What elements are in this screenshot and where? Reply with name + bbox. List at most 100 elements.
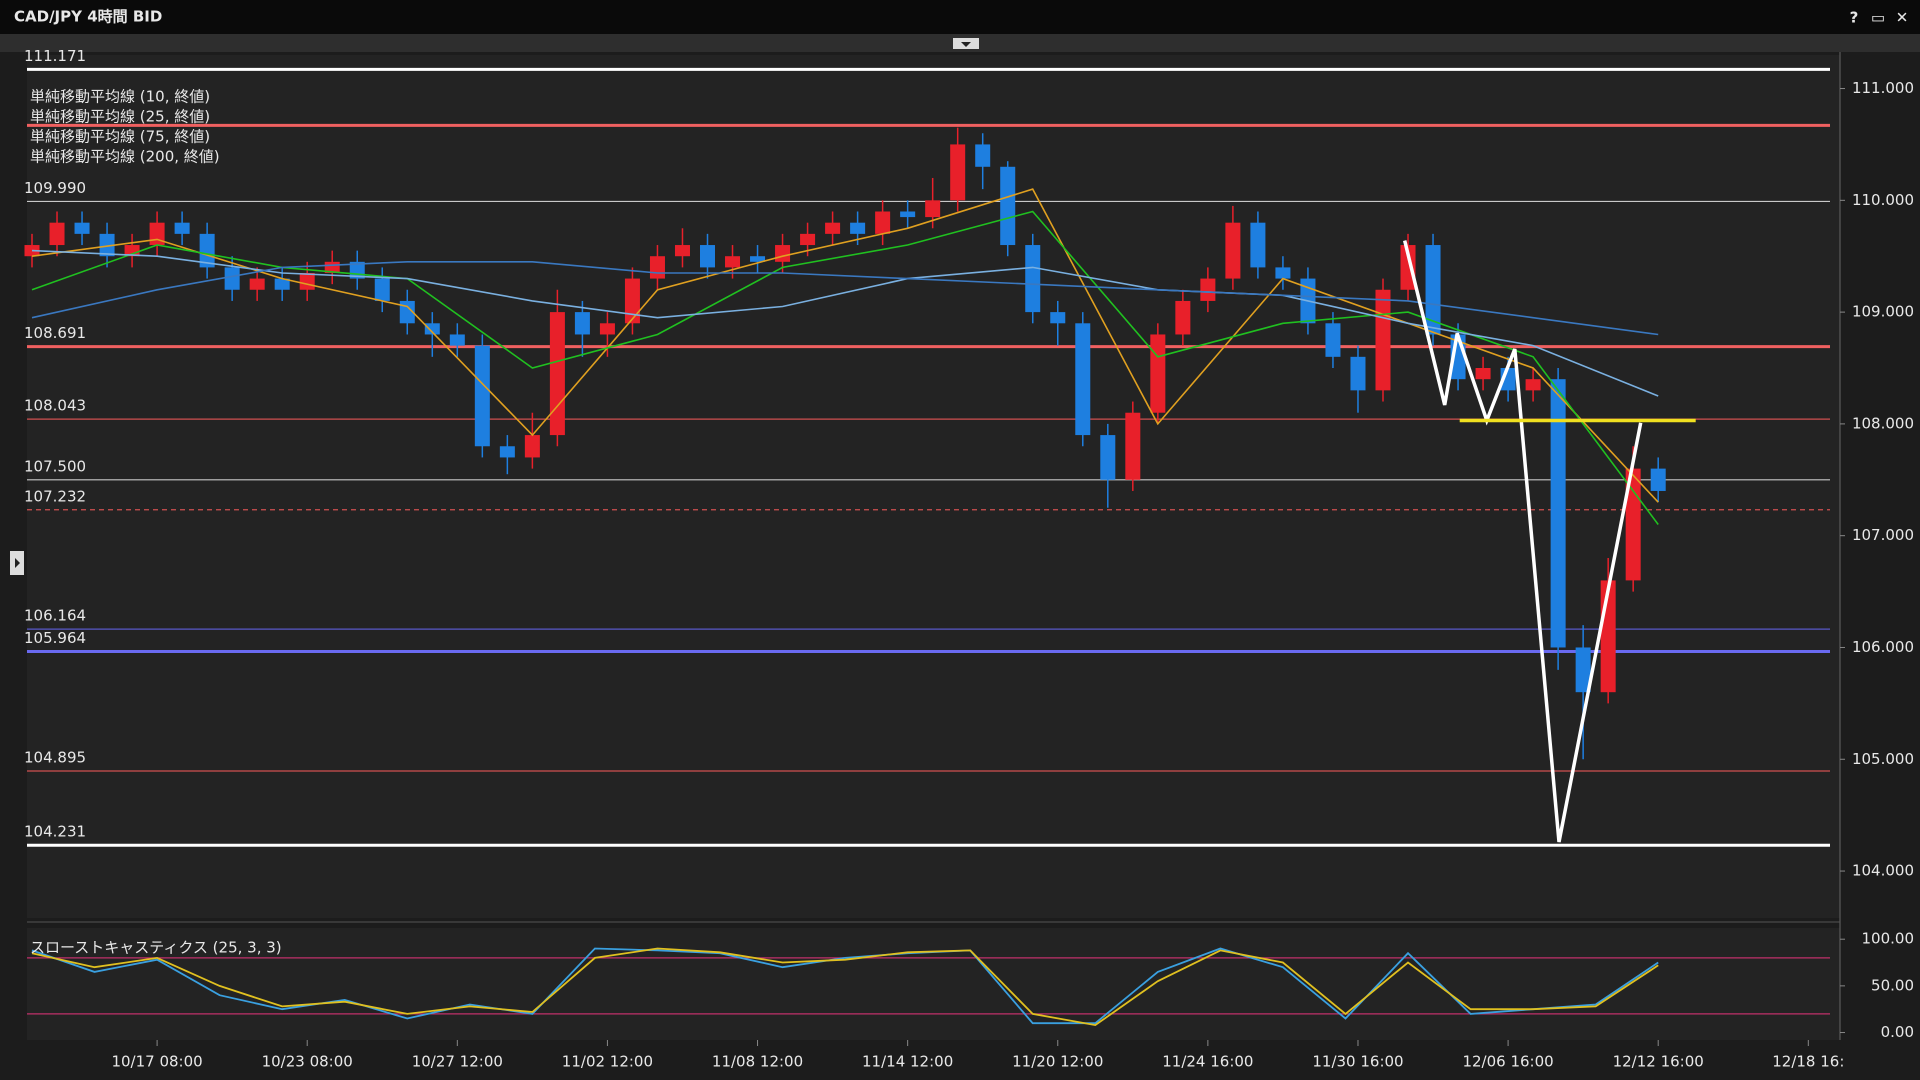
price-level-label: 108.691	[24, 324, 86, 342]
y-tick-label: 108.000	[1852, 414, 1914, 432]
candle-body	[1000, 166, 1016, 246]
x-tick-label: 11/02 12:00	[562, 1053, 653, 1071]
legend-entry: 単純移動平均線 (75, 終値)	[30, 128, 210, 146]
x-tick-label: 11/30 16:00	[1312, 1053, 1403, 1071]
candle-body	[1200, 278, 1216, 301]
candle-body	[900, 211, 916, 218]
candle-body	[624, 278, 640, 324]
moving-average	[31, 261, 1659, 336]
maximize-button[interactable]: ▭	[1871, 9, 1885, 27]
candle-body	[1250, 222, 1266, 268]
y-tick-label: 50.00	[1871, 976, 1914, 994]
candle-body	[274, 278, 290, 290]
x-tick-label: 10/17 08:00	[111, 1053, 202, 1071]
stoch-line	[31, 947, 1659, 1027]
candle-body	[299, 272, 315, 290]
candle-body	[1100, 435, 1116, 480]
title-bar	[0, 0, 1920, 34]
candle-body	[99, 233, 115, 257]
candle-body	[549, 312, 565, 436]
candle-body	[1375, 289, 1391, 391]
candle-body	[424, 323, 440, 335]
y-tick-label: 110.000	[1852, 191, 1914, 209]
candle-body	[199, 233, 215, 268]
candle-body	[49, 222, 65, 246]
price-level-label: 108.043	[24, 397, 86, 415]
candle-body	[1225, 222, 1241, 279]
candle-body	[925, 200, 941, 218]
candle-body	[950, 144, 966, 201]
candle-body	[224, 267, 240, 290]
price-level-label: 104.231	[24, 823, 86, 841]
price-level-label: 106.164	[24, 607, 86, 625]
candle-body	[1075, 323, 1091, 436]
legend-entry: 単純移動平均線 (200, 終値)	[30, 148, 220, 166]
y-tick-label: 100.00	[1862, 930, 1915, 948]
candle-body	[875, 211, 891, 234]
legend-entry: 単純移動平均線 (25, 終値)	[30, 108, 210, 126]
stoch-line	[31, 947, 1659, 1025]
price-level-label: 105.964	[24, 629, 86, 647]
x-tick-label: 12/06 16:00	[1462, 1053, 1553, 1071]
price-level-label: 107.232	[24, 487, 86, 505]
candle-body	[699, 245, 716, 268]
candle-body	[1475, 368, 1491, 380]
y-tick-label: 0.00	[1881, 1023, 1914, 1041]
x-tick-label: 11/24 16:00	[1162, 1053, 1253, 1071]
candle-body	[775, 245, 791, 262]
candle-body	[800, 233, 816, 246]
indicator-title: スローストキャスティクス (25, 3, 3)	[30, 939, 282, 957]
candle-body	[1175, 300, 1191, 335]
x-tick-label: 11/14 12:00	[862, 1053, 953, 1071]
candle-body	[750, 256, 766, 262]
candle-body	[825, 222, 841, 234]
candle-body	[1550, 379, 1566, 648]
help-button[interactable]: ?	[1850, 9, 1859, 27]
x-tick-label: 11/20 12:00	[1012, 1053, 1103, 1071]
candle-body	[1525, 379, 1541, 391]
x-tick-label: 10/27 12:00	[412, 1053, 503, 1071]
candle-body	[574, 312, 590, 335]
candle-body	[324, 261, 340, 273]
candle-body	[1575, 647, 1591, 693]
x-tick-label: 10/23 08:00	[262, 1053, 353, 1071]
side-tab-icon	[15, 558, 20, 568]
candle-body	[1025, 245, 1041, 313]
y-tick-label: 111.000	[1852, 79, 1914, 97]
x-tick-label: 12/18 16:	[1772, 1053, 1844, 1071]
candle-body	[124, 245, 140, 257]
candle-body	[524, 435, 540, 458]
candle-body	[1150, 334, 1166, 413]
window-title: CAD/JPY 4時間 BID	[14, 8, 162, 26]
candle-body	[850, 222, 866, 234]
y-tick-label: 109.000	[1852, 303, 1914, 321]
candle-body	[674, 245, 690, 257]
moving-average	[31, 210, 1659, 525]
candle-body	[1400, 245, 1416, 290]
candle-body	[1425, 245, 1441, 335]
candle-body	[249, 278, 265, 290]
candle-body	[449, 334, 465, 346]
candle-body	[474, 345, 490, 447]
y-tick-label: 106.000	[1852, 638, 1914, 656]
price-panel	[27, 55, 1840, 918]
price-level-label: 107.500	[24, 457, 86, 475]
candle-body	[1125, 412, 1141, 480]
moving-average	[31, 249, 1659, 397]
x-tick-label: 12/12 16:00	[1613, 1053, 1704, 1071]
candle-body	[399, 300, 415, 324]
stoch-panel	[27, 928, 1840, 1040]
collapse-icon	[961, 42, 971, 47]
candle-body	[174, 222, 190, 234]
candle-body	[1275, 267, 1291, 279]
candle-body	[74, 222, 90, 234]
candle-body	[499, 446, 515, 458]
candle-body	[1650, 468, 1666, 491]
candle-body	[649, 256, 665, 279]
price-level-label: 109.990	[24, 179, 86, 197]
candle-body	[374, 278, 390, 301]
close-button[interactable]: ✕	[1896, 9, 1909, 27]
candle-body	[1050, 312, 1066, 324]
y-tick-label: 107.000	[1852, 526, 1914, 544]
